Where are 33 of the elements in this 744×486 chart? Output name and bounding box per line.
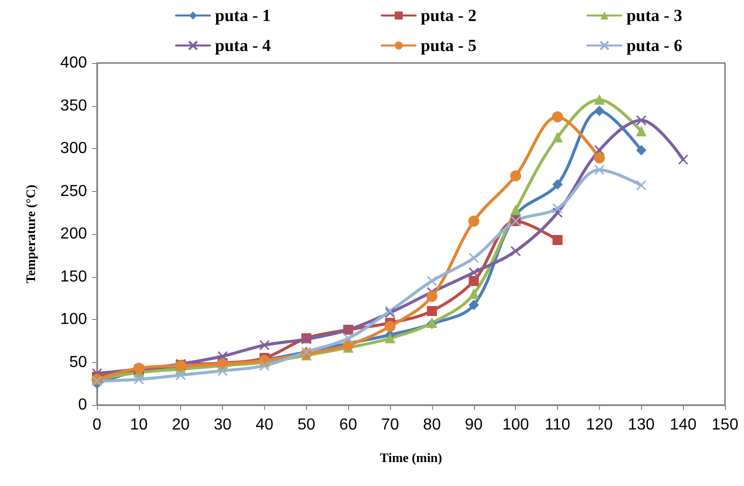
- x-tick-label: 140: [670, 416, 697, 434]
- x-tick-label: 100: [502, 416, 530, 434]
- x-tick-label: 20: [172, 416, 190, 434]
- legend-label: puta - 4: [215, 36, 272, 55]
- x-tick-label: 40: [256, 416, 274, 434]
- y-tick-label: 50: [69, 354, 88, 371]
- legend-label: puta - 6: [626, 36, 682, 55]
- y-tick-label: 150: [60, 268, 88, 286]
- x-tick-label: 90: [464, 416, 483, 434]
- x-tick-label: 120: [586, 416, 613, 434]
- legend-label: puta - 2: [420, 6, 476, 25]
- y-tick-label: 200: [60, 226, 88, 242]
- x-tick-label: 0: [92, 416, 102, 434]
- y-tick-label: 0: [78, 396, 88, 414]
- legend-label: puta - 3: [626, 6, 682, 25]
- y-tick-label: 100: [60, 311, 88, 328]
- y-tick-label: 350: [60, 97, 88, 114]
- legend-label: puta - 5: [420, 36, 476, 55]
- y-axis-title: Temperature (°C): [23, 184, 38, 284]
- x-tick-label: 110: [544, 416, 570, 434]
- x-axis-title: Time (min): [380, 450, 442, 465]
- x-tick-label: 50: [297, 416, 316, 434]
- x-tick-label: 130: [628, 416, 655, 434]
- x-tick-label: 10: [130, 416, 148, 434]
- legend-label: puta - 1: [215, 6, 271, 25]
- x-tick-label: 60: [339, 416, 358, 434]
- y-tick-label: 250: [60, 182, 88, 200]
- y-tick-label: 400: [60, 54, 88, 72]
- x-tick-label: 70: [381, 416, 400, 434]
- x-tick-label: 150: [712, 416, 738, 434]
- x-tick-label: 80: [423, 416, 441, 434]
- x-tick-label: 30: [214, 416, 232, 434]
- y-tick-label: 300: [60, 140, 88, 157]
